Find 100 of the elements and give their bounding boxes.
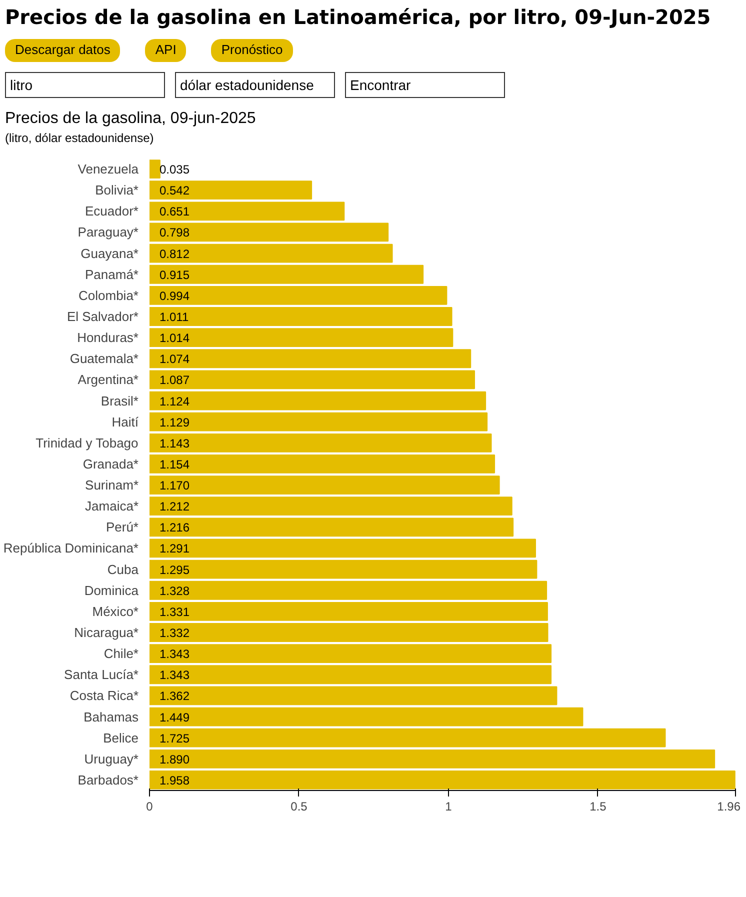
chart-title: Precios de la gasolina en Latinoamérica, por litro, 09-Jun-2025 [5, 5, 711, 29]
bar [150, 475, 500, 494]
bar [150, 286, 448, 304]
bar [150, 264, 424, 284]
data-label: 0.915 [160, 267, 190, 282]
bar [150, 602, 548, 620]
bar [150, 243, 393, 262]
data-label: 1.216 [160, 520, 190, 534]
bar [150, 580, 548, 600]
y-tick-label: Haití [112, 414, 139, 429]
data-label: 1.958 [160, 773, 190, 788]
y-tick-label: Santa Lucía* [64, 666, 139, 682]
bar [150, 432, 492, 452]
bar [150, 306, 452, 326]
y-tick-label: El Salvador* [66, 308, 139, 324]
bar [150, 559, 538, 578]
data-label: 1.449 [160, 710, 190, 724]
text: Encontrar [350, 76, 411, 95]
data-label: 1.212 [160, 499, 190, 514]
y-tick-label: Cuba [107, 561, 140, 576]
chart-subtitle: Precios de la gasolina, 09-jun-2025 (litro, dólar estadounidense) [5, 110, 256, 146]
y-tick-label: Nicaragua* [74, 624, 139, 640]
y-tick-label: República Dominicana* [3, 540, 139, 556]
bar [150, 348, 472, 368]
text: dólar estadounidense [180, 76, 314, 95]
y-tick-label: Chile* [104, 646, 139, 661]
bar [150, 222, 389, 242]
text: litro [10, 76, 33, 95]
data-label: 1.725 [160, 730, 190, 745]
data-label: 1.129 [160, 414, 190, 429]
text: Pronóstico [221, 41, 283, 59]
y-tick-label: Argentina* [78, 372, 139, 387]
y-tick-label: Bolivia* [95, 182, 139, 198]
y-tick-label: Colombia* [78, 287, 139, 302]
text: API [155, 41, 176, 59]
data-label: 0.994 [160, 288, 190, 302]
bar [150, 644, 552, 663]
x-tick-label: 1.5 [590, 799, 607, 814]
data-label: 1.074 [160, 352, 190, 366]
bar [150, 201, 345, 220]
data-label: 1.890 [160, 752, 190, 766]
bar [150, 622, 548, 642]
data-label: 1.362 [160, 688, 190, 703]
y-tick-label: Ecuador* [85, 203, 139, 218]
bar [150, 538, 536, 558]
bar [150, 748, 716, 768]
y-tick-label: Venezuela [78, 161, 140, 176]
bar [150, 517, 514, 536]
data-label: 0.651 [160, 204, 190, 218]
data-label: 1.291 [160, 541, 190, 556]
bar [150, 728, 666, 747]
y-tick-label: Panamá* [85, 266, 139, 282]
bar [150, 496, 512, 516]
data-label: 1.332 [160, 626, 190, 640]
data-label: 1.087 [160, 372, 190, 387]
bar [150, 412, 488, 431]
x-tick-label: 1.96 [717, 799, 741, 814]
bar [150, 706, 584, 726]
y-tick-label: Bahamas [84, 708, 139, 724]
bar [150, 328, 454, 347]
y-tick-label: Guatemala* [70, 350, 139, 366]
data-label: 1.343 [160, 646, 190, 661]
y-tick-label: Dominica [84, 582, 140, 598]
data-label: 1.328 [160, 583, 190, 598]
bar [150, 159, 160, 178]
y-tick-label: Trinidad y Tobago [36, 434, 138, 450]
data-label: 1.295 [160, 562, 190, 576]
bar [150, 370, 475, 389]
y-tick-label: Granada* [82, 456, 139, 472]
x-tick-label: 1 [445, 799, 452, 814]
data-label: 0.812 [160, 246, 190, 260]
bar [150, 390, 486, 410]
y-tick-label: Belice [103, 730, 139, 745]
data-label: 1.154 [160, 457, 190, 472]
data-label: 0.542 [160, 183, 190, 198]
text: Descargar datos [15, 41, 110, 59]
x-tick-label: 0 [146, 799, 154, 814]
data-label: 1.343 [160, 668, 190, 682]
data-label: 0.798 [160, 225, 190, 240]
y-tick-label: Paraguay* [78, 224, 139, 240]
y-tick-label: Costa Rica* [70, 688, 139, 703]
y-tick-label: Brasil* [100, 392, 139, 408]
y-tick-label: Barbados* [78, 772, 139, 788]
data-label: 1.170 [160, 478, 190, 492]
data-label: 1.011 [160, 310, 189, 324]
y-tick-label: Surinam* [85, 477, 138, 492]
y-tick-label: Jamaica* [85, 498, 138, 514]
y-tick-label: México* [92, 603, 139, 618]
bar [150, 686, 558, 705]
y-tick-label: Perú* [106, 519, 139, 534]
bar [150, 454, 496, 473]
y-tick-label: Guayana* [80, 245, 139, 260]
data-label: 1.331 [160, 604, 190, 618]
data-label: 1.143 [160, 436, 190, 450]
bar [150, 180, 312, 200]
y-tick-label: Uruguay* [84, 750, 139, 766]
data-label: 1.124 [160, 394, 190, 408]
y-tick-label: Honduras* [77, 330, 139, 345]
x-tick-label: 0.5 [290, 799, 308, 814]
bar [150, 664, 552, 684]
